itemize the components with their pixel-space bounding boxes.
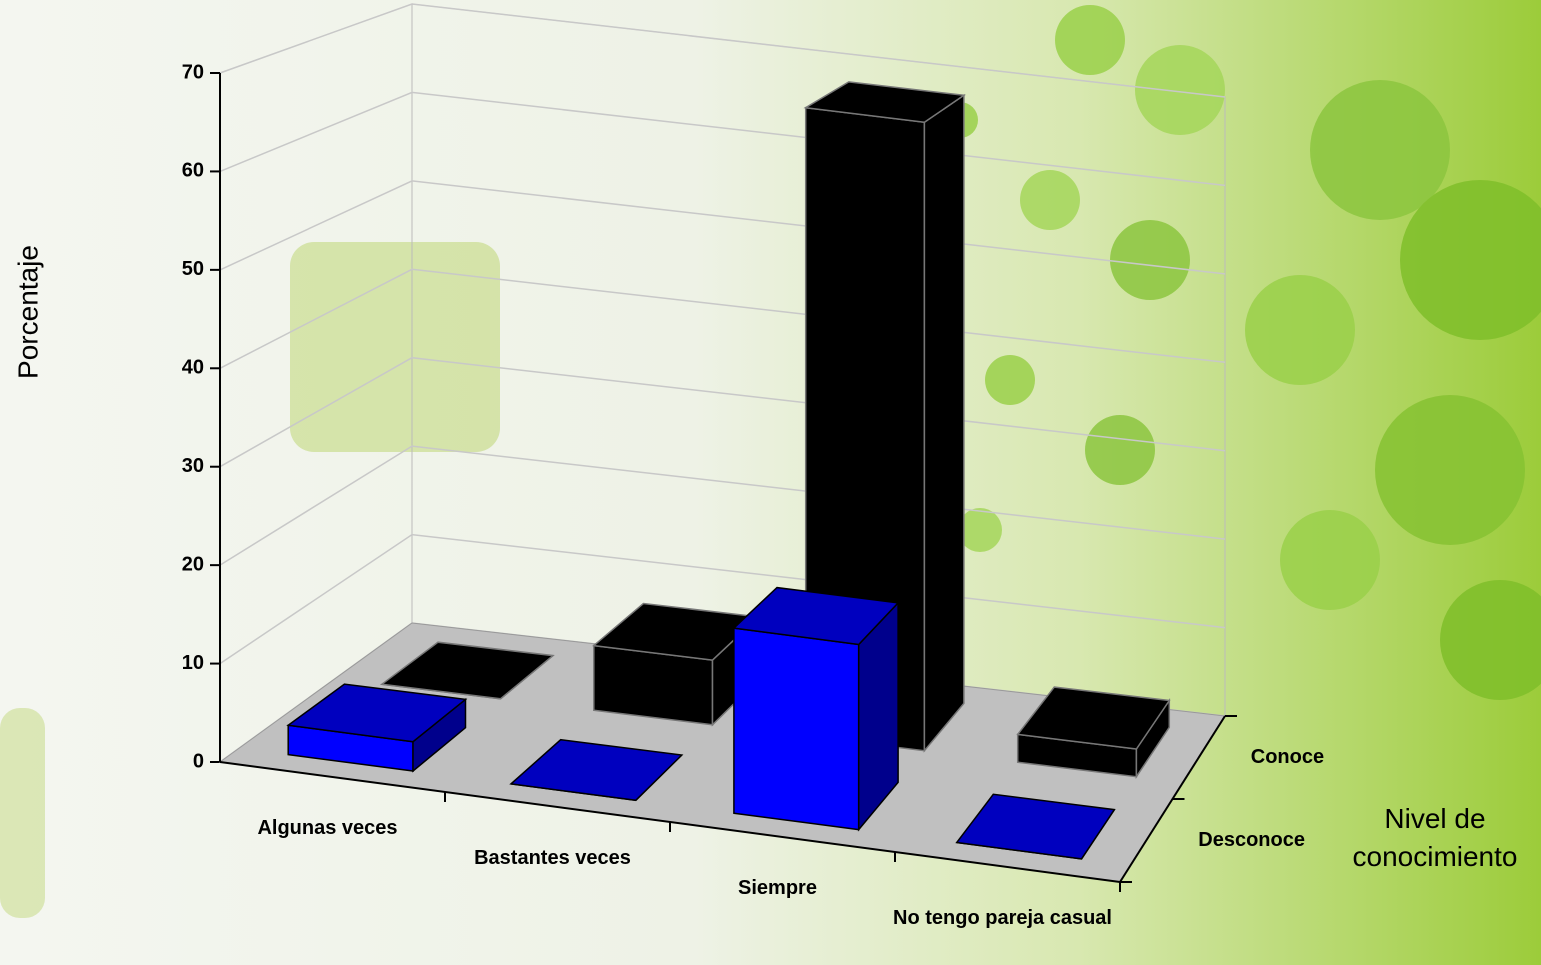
legend-label: Conoce: [1251, 746, 1324, 768]
z-axis-title: Nivel de conocimiento: [1352, 803, 1518, 872]
y-tick-label: 10: [182, 652, 204, 674]
bar-top: [803, 81, 966, 123]
grid-line: [219, 3, 1226, 98]
grid-line: [219, 445, 1226, 566]
bar-top: [379, 641, 555, 700]
bar-top: [509, 738, 684, 802]
bar-side: [923, 93, 965, 753]
y-tick-label: 60: [182, 160, 204, 182]
x-tick-label: Bastantes veces: [474, 847, 631, 869]
bar-top: [1016, 686, 1171, 750]
legend-label: Desconoce: [1198, 829, 1305, 851]
y-tick-label: 20: [182, 553, 204, 575]
x-tick-label: Algunas veces: [257, 817, 398, 839]
bar-front: [733, 627, 860, 831]
bar-top: [732, 586, 900, 646]
y-axis-title: Porcentaje: [12, 245, 43, 379]
x-tick-label: Siempre: [738, 877, 817, 899]
y-tick-label: 40: [182, 357, 204, 379]
bar-top: [955, 793, 1116, 860]
y-tick-label: 30: [182, 455, 204, 477]
y-tick-label: 50: [182, 258, 204, 280]
grid-line: [219, 91, 1226, 187]
y-tick-label: 0: [193, 750, 204, 772]
bar-top: [286, 683, 468, 743]
x-tick-label: No tengo pareja casual: [893, 907, 1112, 929]
y-tick-label: 70: [182, 61, 204, 83]
